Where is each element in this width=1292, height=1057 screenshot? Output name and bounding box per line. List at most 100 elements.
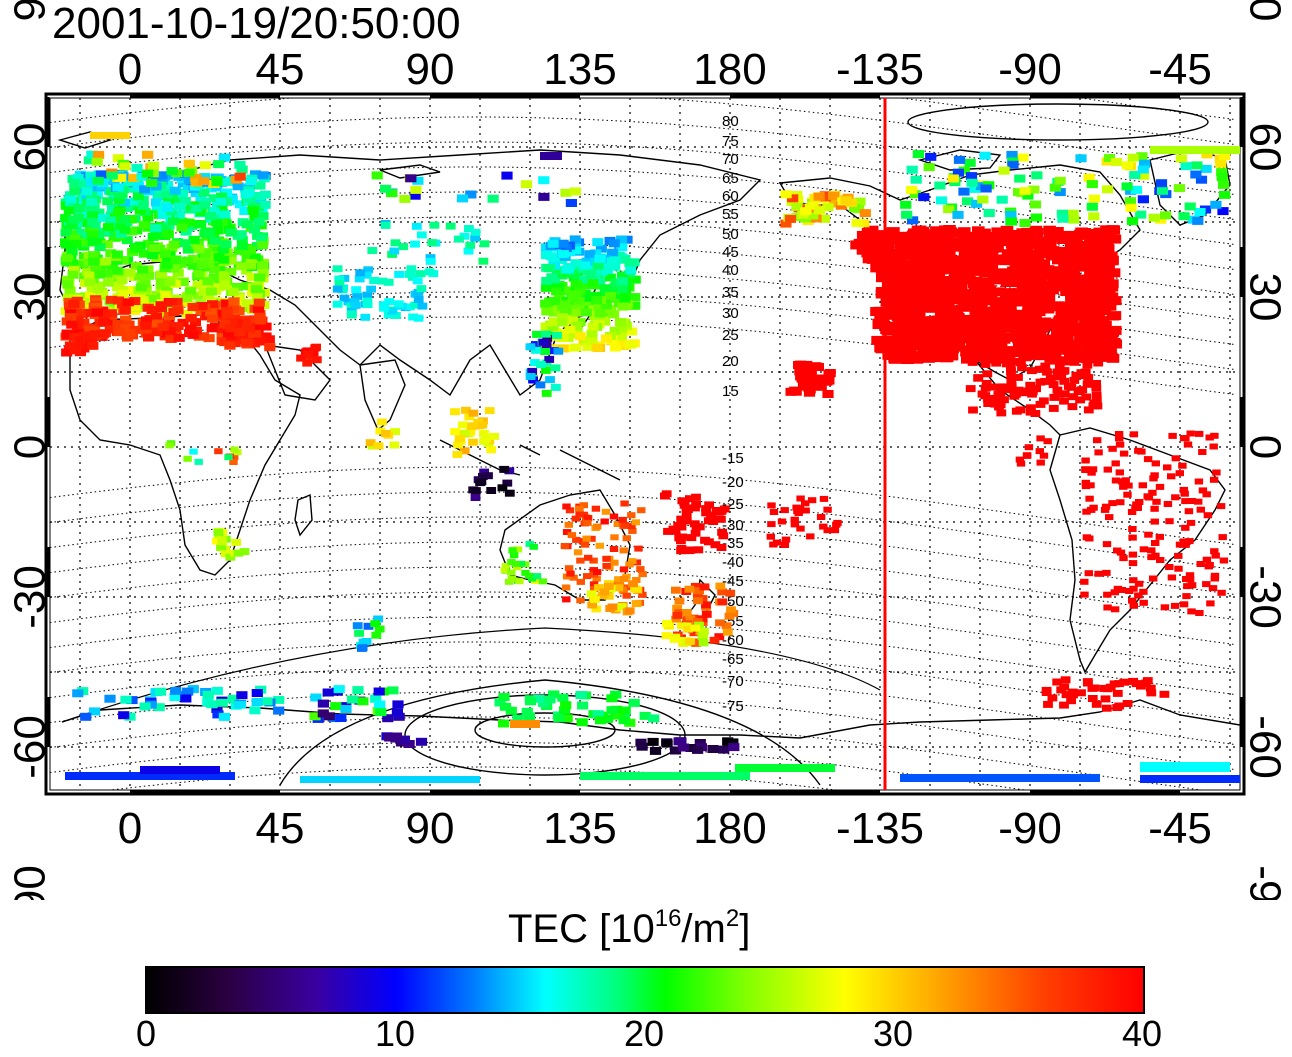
- tec-data-point: [220, 240, 232, 249]
- tec-data-point: [192, 280, 204, 289]
- tec-data-point: [264, 343, 276, 352]
- tec-data-point: [1082, 534, 1092, 541]
- tec-data-point: [619, 706, 631, 715]
- tec-data-point: [981, 263, 995, 273]
- tec-data-point: [1082, 361, 1093, 369]
- tec-data-point: [983, 400, 994, 407]
- tec-data-point: [807, 211, 819, 220]
- tec-data-point: [1145, 684, 1156, 692]
- tec-data-point: [60, 228, 72, 237]
- tec-data-point: [168, 240, 180, 249]
- tec-data-point: [609, 343, 621, 352]
- tec-data-point: [1049, 357, 1060, 365]
- tec-data-point: [366, 285, 376, 293]
- tec-data-point: [1063, 382, 1074, 390]
- tec-data-point: [1194, 208, 1206, 216]
- tec-data-point: [85, 309, 97, 317]
- tec-data-point: [1019, 219, 1031, 227]
- tec-data-point: [1043, 225, 1056, 235]
- tec-data-point: [1066, 697, 1076, 705]
- tec-data-point: [1005, 359, 1016, 367]
- tec-data-point: [608, 239, 620, 248]
- tec-data-point: [947, 174, 959, 183]
- tec-data-point: [611, 278, 622, 287]
- contour-label: -40: [722, 554, 744, 571]
- tec-data-point: [595, 716, 607, 725]
- tec-data-point: [895, 279, 908, 289]
- tec-data-point: [208, 265, 220, 274]
- tec-data-point: [259, 190, 271, 199]
- tec-data-point: [137, 296, 149, 305]
- tec-data-point: [126, 227, 138, 236]
- tec-data-point: [1136, 152, 1148, 161]
- contour-line: [106, 766, 842, 790]
- tec-data-point: [1028, 313, 1041, 323]
- tec-data-point: [1076, 689, 1086, 697]
- tec-data-point: [1129, 585, 1138, 592]
- tec-data-point: [544, 695, 556, 704]
- tec-data-point: [661, 632, 672, 640]
- tec-data-point: [94, 270, 106, 279]
- tec-data-point: [105, 295, 117, 304]
- tec-data-point: [86, 198, 98, 206]
- tec-data-point: [1101, 704, 1112, 712]
- tec-data-point: [83, 156, 95, 165]
- tec-data-point: [618, 516, 627, 523]
- tec-data-point: [211, 218, 223, 227]
- tec-data-point: [538, 578, 548, 585]
- tec-data-point: [600, 518, 609, 525]
- tec-data-point: [1150, 472, 1159, 479]
- tec-data-point: [257, 241, 268, 250]
- tec-data-point: [1217, 207, 1229, 216]
- tec-data-point: [780, 507, 789, 514]
- tec-data-point: [531, 341, 541, 349]
- top-lon-tick-label: 0: [118, 45, 142, 94]
- tec-data-point: [1105, 329, 1118, 339]
- tec-data-point: [609, 513, 619, 520]
- tec-data-point: [606, 694, 618, 703]
- tec-data-point: [236, 165, 248, 174]
- tec-data-point: [131, 163, 143, 172]
- tec-data-point: [1099, 339, 1113, 349]
- tec-data-point: [117, 289, 129, 298]
- tec-data-point: [1063, 257, 1077, 267]
- tec-data-point: [939, 240, 952, 250]
- tec-data-point: [181, 256, 193, 265]
- tec-data-point: [560, 543, 570, 550]
- tec-data-point: [393, 712, 405, 721]
- tec-data-point: [211, 686, 223, 695]
- tec-data-point: [631, 519, 640, 526]
- tec-data-point: [1046, 285, 1059, 295]
- tec-data-point: [1082, 311, 1096, 320]
- tec-data-point: [1055, 373, 1066, 381]
- tec-data-point: [1101, 250, 1114, 259]
- tec-data-point: [72, 689, 84, 698]
- tec-data-point: [684, 585, 695, 593]
- tec-data-point: [629, 293, 641, 302]
- tec-data-point: [1128, 597, 1137, 604]
- tec-data-point: [147, 251, 159, 260]
- tec-data-point: [891, 297, 904, 307]
- tec-data-point: [1111, 460, 1120, 467]
- tec-data-point: [71, 322, 84, 331]
- tec-data-point: [1089, 504, 1098, 511]
- tec-data-point: [242, 299, 254, 308]
- tec-data-point: [123, 178, 134, 187]
- tec-data-point: [573, 549, 583, 556]
- tec-data-point: [139, 321, 151, 330]
- tec-data-point: [560, 188, 572, 197]
- tec-data-point: [219, 320, 231, 328]
- tec-data-point: [511, 560, 520, 567]
- tec-data-point: [1183, 583, 1192, 590]
- tec-data-point: [553, 347, 564, 355]
- tec-data-point: [628, 580, 638, 588]
- tec-data-point: [185, 314, 197, 323]
- contour-line: [50, 666, 1235, 745]
- tec-data-point: [170, 686, 182, 695]
- tec-data-point: [205, 308, 217, 317]
- tec-data-point: [1091, 380, 1101, 387]
- tec-data-point: [129, 297, 141, 305]
- tec-data-point: [551, 267, 563, 276]
- tec-data-point: [132, 192, 144, 201]
- tec-data-point: [1069, 376, 1080, 384]
